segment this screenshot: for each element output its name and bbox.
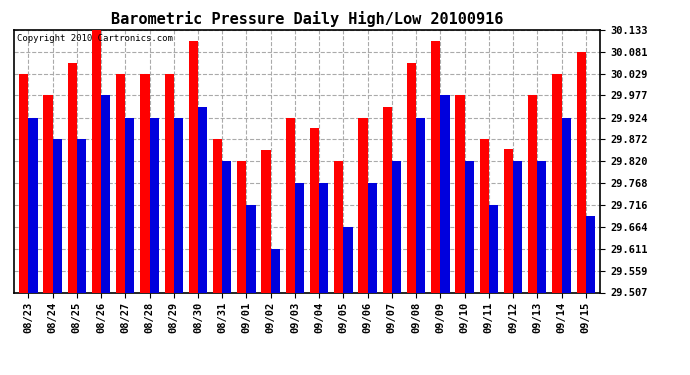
Bar bbox=[368, 183, 377, 292]
Bar bbox=[489, 205, 498, 292]
Bar bbox=[92, 30, 101, 292]
Bar bbox=[562, 118, 571, 292]
Bar bbox=[68, 63, 77, 292]
Bar bbox=[28, 118, 37, 292]
Bar bbox=[538, 161, 546, 292]
Bar bbox=[213, 140, 222, 292]
Bar bbox=[270, 249, 280, 292]
Bar bbox=[43, 95, 52, 292]
Bar bbox=[52, 140, 62, 292]
Bar bbox=[586, 216, 595, 292]
Bar bbox=[19, 74, 28, 292]
Bar bbox=[513, 161, 522, 292]
Bar bbox=[150, 118, 159, 292]
Bar bbox=[552, 74, 562, 292]
Bar bbox=[116, 74, 126, 292]
Bar bbox=[464, 161, 474, 292]
Bar bbox=[140, 74, 150, 292]
Bar bbox=[528, 95, 538, 292]
Bar bbox=[101, 95, 110, 292]
Bar bbox=[480, 140, 489, 292]
Text: Copyright 2010 Cartronics.com: Copyright 2010 Cartronics.com bbox=[17, 34, 172, 43]
Bar bbox=[246, 205, 256, 292]
Bar bbox=[295, 183, 304, 292]
Bar bbox=[383, 107, 392, 292]
Bar bbox=[164, 74, 174, 292]
Bar bbox=[440, 95, 450, 292]
Bar bbox=[344, 226, 353, 292]
Bar bbox=[310, 128, 319, 292]
Bar bbox=[237, 161, 246, 292]
Bar bbox=[407, 63, 416, 292]
Bar bbox=[455, 95, 464, 292]
Bar bbox=[77, 140, 86, 292]
Bar bbox=[126, 118, 135, 292]
Bar bbox=[198, 107, 207, 292]
Bar bbox=[222, 161, 231, 292]
Bar bbox=[392, 161, 401, 292]
Bar bbox=[358, 118, 368, 292]
Bar bbox=[174, 118, 183, 292]
Bar bbox=[416, 118, 425, 292]
Bar bbox=[189, 41, 198, 292]
Bar bbox=[334, 161, 344, 292]
Bar bbox=[577, 52, 586, 292]
Title: Barometric Pressure Daily High/Low 20100916: Barometric Pressure Daily High/Low 20100… bbox=[111, 12, 503, 27]
Bar bbox=[319, 183, 328, 292]
Bar bbox=[262, 150, 270, 292]
Bar bbox=[504, 148, 513, 292]
Bar bbox=[431, 41, 440, 292]
Bar bbox=[286, 118, 295, 292]
